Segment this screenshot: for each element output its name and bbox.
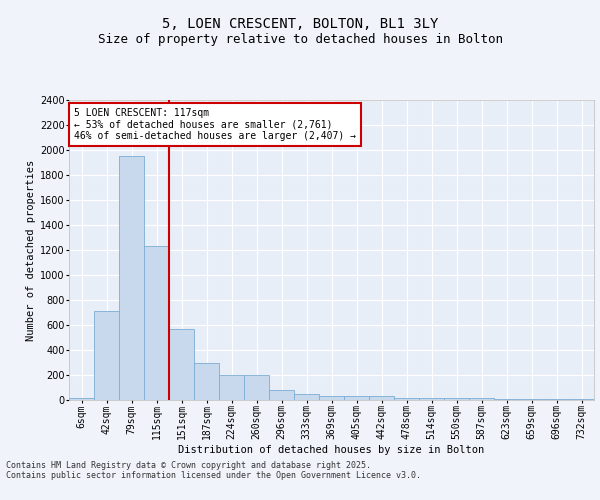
Text: 5, LOEN CRESCENT, BOLTON, BL1 3LY: 5, LOEN CRESCENT, BOLTON, BL1 3LY xyxy=(162,18,438,32)
Bar xyxy=(219,375,244,400)
Bar xyxy=(244,375,269,400)
Bar xyxy=(319,396,344,400)
X-axis label: Distribution of detached houses by size in Bolton: Distribution of detached houses by size … xyxy=(178,445,485,455)
Bar xyxy=(394,398,419,400)
Bar xyxy=(344,396,369,400)
Bar xyxy=(269,390,294,400)
Bar xyxy=(419,398,444,400)
Bar xyxy=(444,398,469,400)
Bar xyxy=(469,398,494,400)
Bar xyxy=(169,329,194,400)
Bar xyxy=(94,311,119,400)
Bar xyxy=(294,394,319,400)
Bar xyxy=(119,156,144,400)
Text: Size of property relative to detached houses in Bolton: Size of property relative to detached ho… xyxy=(97,32,503,46)
Bar xyxy=(144,246,169,400)
Text: 5 LOEN CRESCENT: 117sqm
← 53% of detached houses are smaller (2,761)
46% of semi: 5 LOEN CRESCENT: 117sqm ← 53% of detache… xyxy=(74,108,356,140)
Bar xyxy=(369,396,394,400)
Bar xyxy=(194,362,219,400)
Bar xyxy=(69,398,94,400)
Text: Contains HM Land Registry data © Crown copyright and database right 2025.
Contai: Contains HM Land Registry data © Crown c… xyxy=(6,460,421,480)
Y-axis label: Number of detached properties: Number of detached properties xyxy=(26,160,36,340)
